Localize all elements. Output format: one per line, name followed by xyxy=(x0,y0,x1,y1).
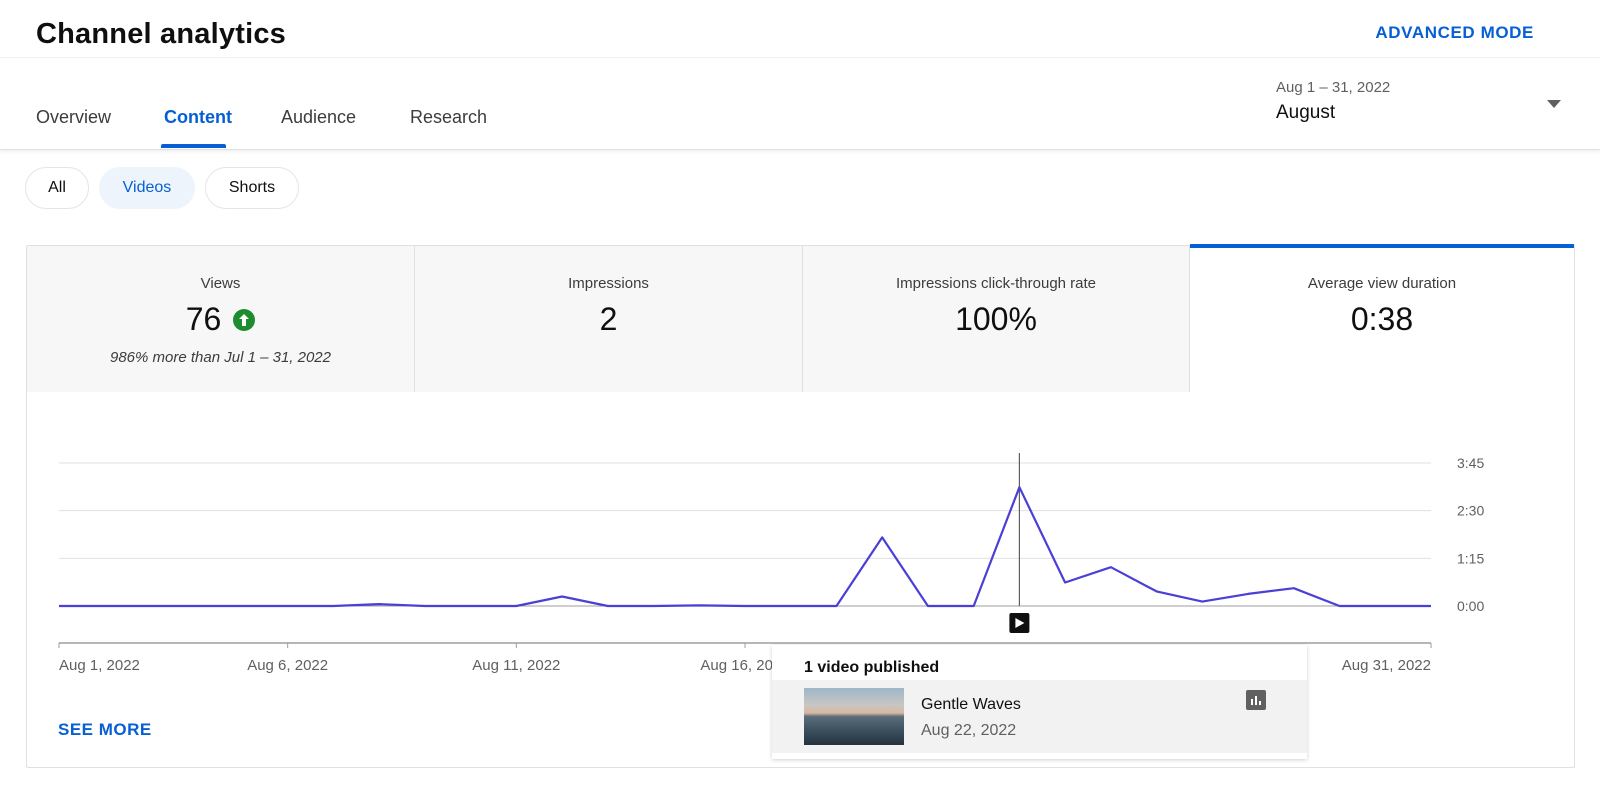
metric-card-avg-view-duration[interactable]: Average view duration 0:38 xyxy=(1190,244,1574,392)
video-published-play-icon[interactable] xyxy=(1009,613,1030,633)
video-title: Gentle Waves xyxy=(921,696,1021,713)
tab-content[interactable]: Content xyxy=(164,107,232,127)
date-range-text: Aug 1 – 31, 2022 xyxy=(1276,79,1391,96)
x-tick-label: Aug 11, 2022 xyxy=(472,657,560,674)
metric-comparison-note: 986% more than Jul 1 – 31, 2022 xyxy=(110,349,331,366)
published-video-popup: 1 video published Gentle Waves Aug 22, 2… xyxy=(772,645,1307,759)
x-tick-label: Aug 1, 2022 xyxy=(59,657,140,674)
tabs-bar: Overview Content Audience Research Aug 1… xyxy=(0,58,1600,150)
metric-card-impressions[interactable]: Impressions 2 xyxy=(415,246,803,392)
x-tick-label: Aug 16, 2022 xyxy=(700,657,789,674)
video-date: Aug 22, 2022 xyxy=(921,722,1017,739)
popup-title: 1 video published xyxy=(804,659,940,676)
y-tick-label: 0:00 xyxy=(1457,598,1484,614)
metric-label: Impressions click-through rate xyxy=(895,275,1097,292)
metric-value: 0:38 xyxy=(1350,301,1414,337)
x-tick-label: Aug 31, 2022 xyxy=(1342,657,1431,674)
filter-chip-shorts[interactable]: Shorts xyxy=(205,167,299,209)
metric-value: 2 xyxy=(599,301,618,337)
advanced-mode-button[interactable]: ADVANCED MODE xyxy=(1375,23,1534,42)
filter-chip-all[interactable]: All xyxy=(25,167,89,209)
series-line-avg-view-duration xyxy=(59,486,1431,608)
metric-label: Impressions xyxy=(568,275,649,292)
tab-research[interactable]: Research xyxy=(410,107,488,127)
video-analytics-icon[interactable] xyxy=(1246,690,1266,710)
published-video-row[interactable]: Gentle Waves Aug 22, 2022 xyxy=(772,680,1307,753)
selected-metric-indicator xyxy=(1190,244,1574,248)
see-more-button[interactable]: SEE MORE xyxy=(58,720,152,739)
metric-label: Average view duration xyxy=(1307,275,1457,292)
metric-value: 76 xyxy=(185,301,222,337)
metric-label: Views xyxy=(200,275,241,292)
metric-value-row: 76 xyxy=(27,301,414,338)
header: Channel analytics ADVANCED MODE xyxy=(0,0,1600,58)
y-tick-label: 1:15 xyxy=(1457,550,1484,566)
tab-audience[interactable]: Audience xyxy=(281,107,357,127)
filter-chip-videos[interactable]: Videos xyxy=(99,167,195,209)
date-range-label: August xyxy=(1276,102,1336,123)
tab-overview[interactable]: Overview xyxy=(36,107,112,127)
y-tick-label: 2:30 xyxy=(1457,503,1484,519)
x-tick-label: Aug 6, 2022 xyxy=(247,657,328,674)
video-thumbnail[interactable] xyxy=(804,688,904,745)
active-tab-indicator xyxy=(161,144,226,148)
arrow-up-icon xyxy=(233,308,256,331)
metric-value: 100% xyxy=(955,301,1037,337)
dropdown-arrow-icon[interactable] xyxy=(1547,100,1561,108)
line-chart: 3:45 2:30 1:15 0:00 Aug 1, 2022 Aug 6, 2022 Au… xyxy=(58,453,1484,674)
metric-card-ctr[interactable]: Impressions click-through rate 100% xyxy=(803,246,1190,392)
page-title: Channel analytics xyxy=(36,18,286,50)
y-tick-label: 3:45 xyxy=(1457,455,1484,471)
metric-card-views[interactable]: Views 76 986% more than Jul 1 – 31, 2022 xyxy=(27,246,415,392)
